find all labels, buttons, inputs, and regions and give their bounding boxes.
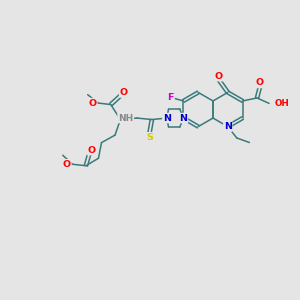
Text: O: O xyxy=(215,72,223,81)
Text: O: O xyxy=(87,146,95,155)
Text: F: F xyxy=(167,93,174,102)
Text: O: O xyxy=(256,78,264,88)
Text: S: S xyxy=(146,133,153,142)
Text: N: N xyxy=(224,122,232,131)
Text: OH: OH xyxy=(274,99,289,108)
Text: O: O xyxy=(88,98,97,108)
Text: O: O xyxy=(63,160,71,169)
Text: NH: NH xyxy=(118,113,133,122)
Text: N: N xyxy=(163,113,171,122)
Text: O: O xyxy=(120,88,128,97)
Text: N: N xyxy=(179,113,188,122)
